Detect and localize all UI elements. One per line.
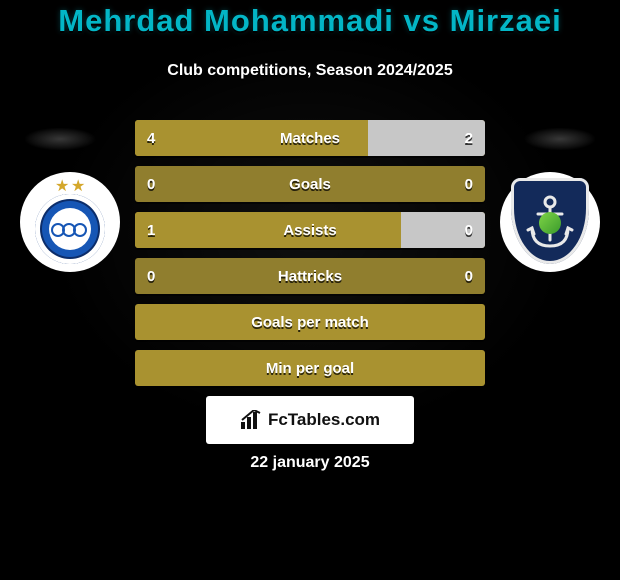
stat-value-right: 0 <box>465 258 473 294</box>
crest-shadow-left <box>10 123 110 155</box>
stat-row: 0Hattricks0 <box>135 258 485 294</box>
stat-row: 0Goals0 <box>135 166 485 202</box>
page-title: Mehrdad Mohammadi vs Mirzaei <box>0 3 620 39</box>
stat-row: Goals per match <box>135 304 485 340</box>
page-subtitle: Club competitions, Season 2024/2025 <box>0 62 620 80</box>
stat-label: Goals per match <box>135 304 485 340</box>
stat-value-right: 0 <box>465 166 473 202</box>
stat-label: Assists <box>135 212 485 248</box>
brand-badge: FcTables.com <box>206 396 414 444</box>
stat-value-right: 2 <box>465 120 473 156</box>
chart-icon <box>240 410 262 430</box>
ball-icon <box>539 212 561 234</box>
brand-label: FcTables.com <box>268 410 380 430</box>
stat-rows: 4Matches20Goals01Assists00Hattricks0Goal… <box>135 120 485 396</box>
crest-loops <box>52 221 88 241</box>
stat-label: Goals <box>135 166 485 202</box>
stat-row: 1Assists0 <box>135 212 485 248</box>
stat-label: Matches <box>135 120 485 156</box>
crest-shadow-right <box>510 123 610 155</box>
star-icon: ★ <box>55 176 69 196</box>
stat-value-right: 0 <box>465 212 473 248</box>
footer-date: 22 january 2025 <box>0 454 620 472</box>
stat-label: Min per goal <box>135 350 485 386</box>
team-crest-left: ★ ★ <box>20 172 120 272</box>
stat-row: 4Matches2 <box>135 120 485 156</box>
team-crest-right <box>500 172 600 272</box>
star-icon: ★ <box>71 176 85 196</box>
stat-label: Hattricks <box>135 258 485 294</box>
stat-row: Min per goal <box>135 350 485 386</box>
